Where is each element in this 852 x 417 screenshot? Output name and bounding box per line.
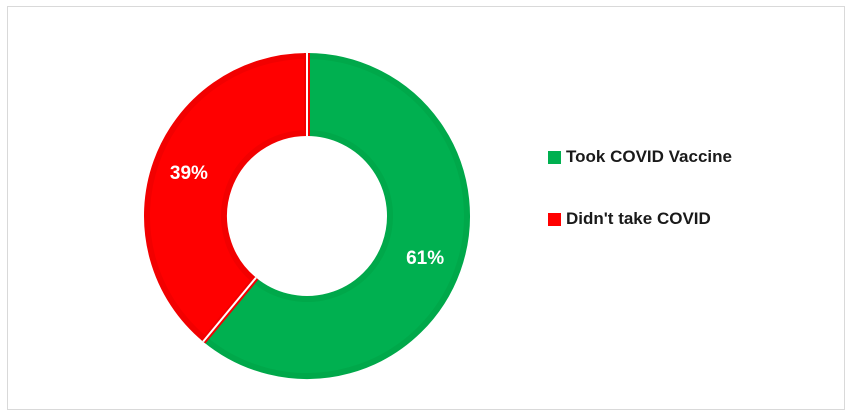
legend: Took COVID Vaccine Didn't take COVID	[548, 147, 732, 271]
legend-swatch-didnt-take	[548, 212, 561, 226]
slice-separator	[202, 277, 257, 343]
legend-item-took-vaccine: Took COVID Vaccine	[548, 147, 732, 167]
slice-label-took-vaccine: 61%	[406, 248, 444, 269]
legend-swatch-took-vaccine	[548, 150, 561, 164]
slice-label-didnt-take: 39%	[170, 163, 208, 184]
chart-area: 61% 39% Took COVID Vaccine Didn't take CO…	[7, 6, 845, 410]
legend-item-didnt-take: Didn't take COVID	[548, 209, 732, 229]
legend-label-took-vaccine: Took COVID Vaccine	[566, 147, 732, 166]
legend-label-didnt-take: Didn't take COVID	[566, 209, 711, 228]
donut-chart: 61% 39%	[144, 52, 470, 379]
slice-didnt-take	[144, 52, 310, 344]
slice-took-vaccine	[200, 52, 470, 379]
